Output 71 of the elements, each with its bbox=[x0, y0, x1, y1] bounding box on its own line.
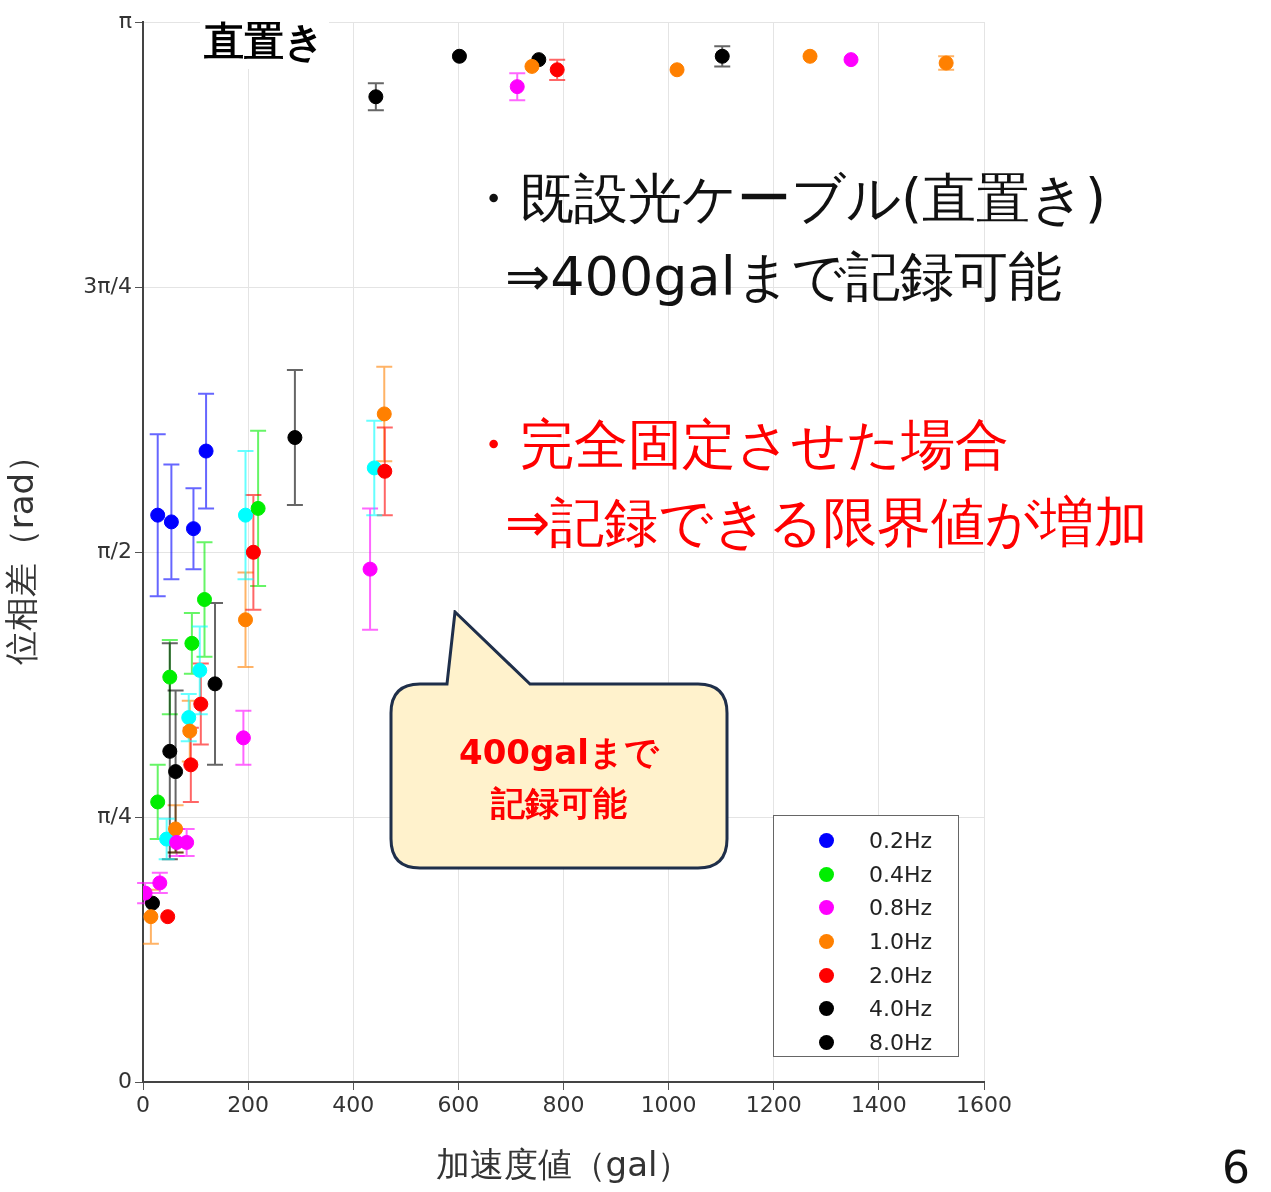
point bbox=[185, 521, 201, 537]
legend-label: 0.2Hz bbox=[869, 828, 933, 854]
point bbox=[152, 875, 168, 891]
point bbox=[238, 612, 253, 628]
x-tick-label: 1000 bbox=[640, 1091, 697, 1117]
point bbox=[150, 794, 166, 810]
x-tick-label: 1200 bbox=[745, 1091, 802, 1117]
point bbox=[162, 743, 178, 759]
point bbox=[183, 757, 199, 773]
point bbox=[193, 696, 209, 712]
point bbox=[377, 463, 393, 479]
point bbox=[245, 544, 261, 560]
point bbox=[509, 79, 525, 95]
legend-label: 8.0Hz bbox=[869, 1029, 933, 1055]
legend-label: 1.0Hz bbox=[869, 929, 933, 955]
point bbox=[163, 514, 179, 530]
chart-title: 直置き bbox=[200, 14, 329, 69]
point bbox=[714, 48, 730, 64]
point bbox=[524, 58, 540, 74]
point bbox=[168, 764, 184, 780]
annotation: ・完全固定させた場合 bbox=[466, 413, 1009, 476]
point bbox=[376, 406, 392, 422]
point bbox=[362, 561, 378, 577]
point bbox=[287, 430, 303, 446]
point bbox=[207, 676, 223, 692]
annotation: ⇒記録できる限界値が増加 bbox=[505, 491, 1149, 554]
legend-label: 0.8Hz bbox=[869, 895, 933, 921]
point bbox=[198, 443, 214, 459]
y-tick-label: π/4 bbox=[97, 802, 132, 828]
x-tick-label: 600 bbox=[437, 1091, 480, 1117]
point bbox=[179, 834, 195, 850]
y-tick-label: π bbox=[118, 7, 132, 33]
y-tick-label: 3π/4 bbox=[83, 272, 132, 298]
legend-label: 0.4Hz bbox=[869, 861, 933, 887]
point bbox=[549, 62, 565, 78]
x-tick-label: 400 bbox=[332, 1091, 375, 1117]
annotation: ・既設光ケーブル(直置き) bbox=[466, 167, 1107, 230]
point bbox=[669, 62, 685, 78]
point bbox=[451, 48, 467, 64]
annotation: 記録可能 bbox=[490, 783, 628, 823]
point bbox=[843, 52, 859, 68]
point bbox=[192, 662, 208, 678]
point bbox=[802, 48, 818, 64]
legend-label: 2.0Hz bbox=[869, 962, 933, 988]
point bbox=[181, 710, 197, 726]
y-axis-title: 位相差（rad） bbox=[1, 438, 42, 666]
y-tick-label: π/2 bbox=[97, 537, 132, 563]
x-axis-title: 加速度値（gal） bbox=[435, 1144, 692, 1185]
point bbox=[250, 500, 266, 516]
x-tick-label: 800 bbox=[542, 1091, 585, 1117]
legend-label: 4.0Hz bbox=[869, 996, 933, 1022]
x-tick-label: 1400 bbox=[850, 1091, 907, 1117]
point bbox=[160, 909, 176, 925]
point bbox=[182, 723, 198, 739]
point bbox=[235, 730, 251, 746]
point bbox=[144, 895, 160, 911]
point bbox=[368, 89, 384, 105]
x-tick-label: 0 bbox=[136, 1091, 150, 1117]
x-tick-label: 200 bbox=[227, 1091, 270, 1117]
text: 6 bbox=[1222, 1142, 1250, 1192]
point bbox=[162, 669, 178, 685]
point bbox=[197, 592, 212, 608]
x-tick-label: 1600 bbox=[956, 1091, 1012, 1117]
annotation: 400galまで bbox=[458, 732, 660, 772]
point bbox=[238, 507, 253, 523]
y-tick-label: 0 bbox=[118, 1067, 132, 1093]
point bbox=[143, 909, 159, 925]
annotation: ⇒400galまで記録可能 bbox=[505, 245, 1062, 308]
point bbox=[184, 635, 200, 651]
point bbox=[168, 821, 184, 837]
point bbox=[150, 507, 166, 523]
